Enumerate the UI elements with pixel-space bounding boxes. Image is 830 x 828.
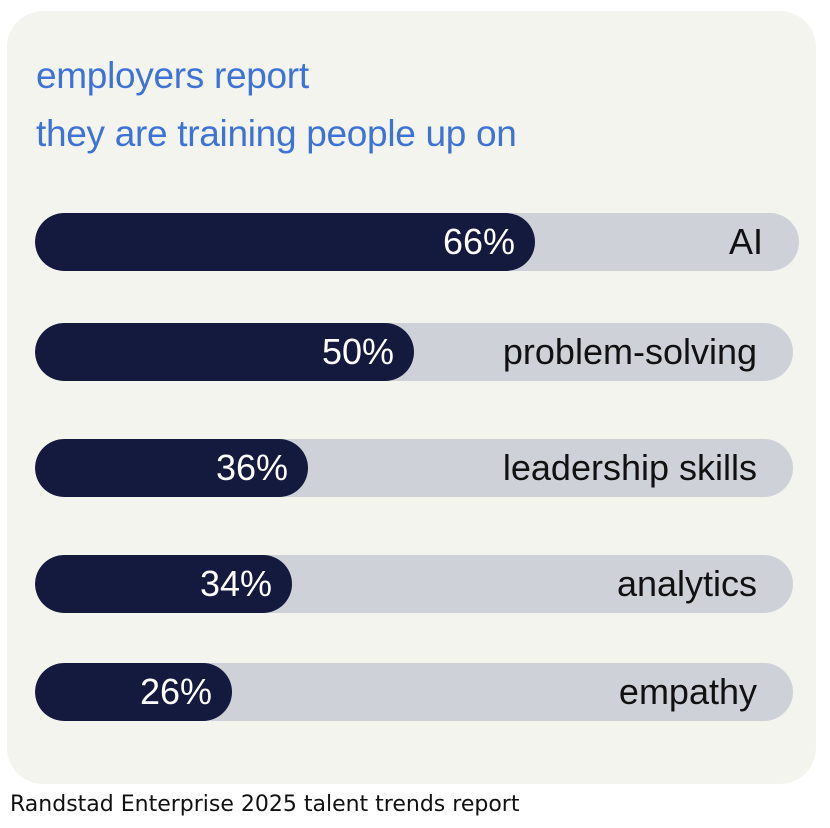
bar-category-label: empathy [618, 671, 757, 712]
bar-fill [35, 213, 535, 271]
bar-fill [35, 323, 414, 381]
bar-track: analytics 34% [35, 555, 793, 613]
chart-title: employers report they are training peopl… [36, 47, 736, 163]
bar-value-label: 36% [215, 447, 288, 488]
bar-track: empathy 26% [35, 663, 793, 721]
chart-card: employers report they are training peopl… [7, 11, 816, 784]
bar-value-label: 50% [321, 331, 394, 372]
bar-track: leadership skills 36% [35, 439, 793, 497]
bar-value-label: 34% [199, 563, 272, 604]
chart-title-line-1: employers report [36, 55, 309, 96]
source-caption: Randstad Enterprise 2025 talent trends r… [10, 792, 520, 817]
bar-category-label: leadership skills [502, 447, 757, 488]
bar-fill [35, 555, 292, 613]
bar-fill [35, 663, 232, 721]
bar-fill [35, 439, 308, 497]
bar-value-label: 66% [442, 221, 515, 262]
bar-track: problem-solving 50% [35, 323, 793, 381]
bar-category-label: analytics [616, 563, 757, 604]
bar-category-label: problem-solving [502, 331, 757, 372]
bar-track: AI 66% [35, 213, 799, 271]
bar-value-label: 26% [139, 671, 212, 712]
chart-title-line-2: they are training people up on [36, 113, 517, 154]
bar-category-label: AI [728, 221, 763, 262]
